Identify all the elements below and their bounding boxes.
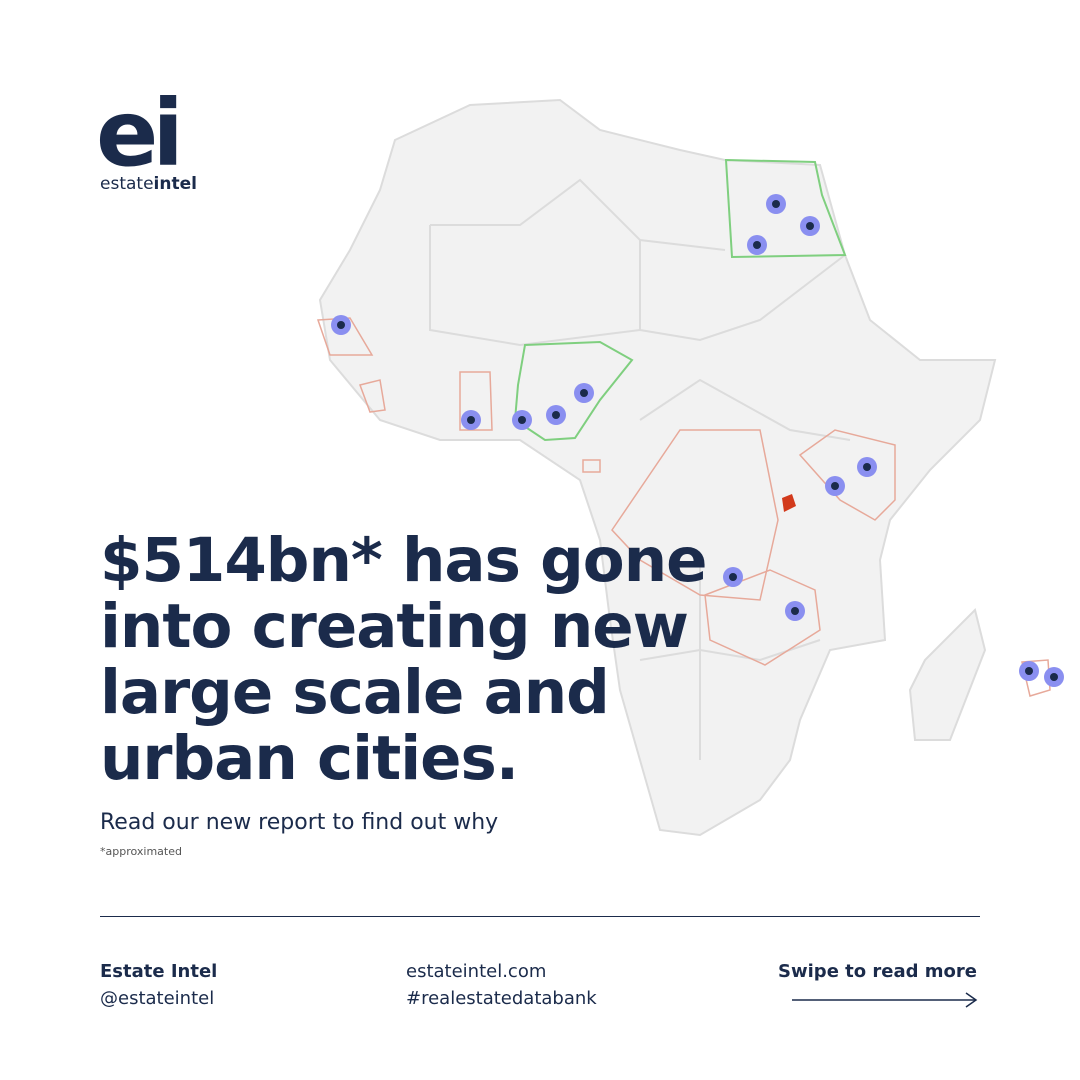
logo-word-bold: intel [153,174,197,194]
country-outline [582,459,601,473]
city-marker-core [753,241,761,249]
country-outline [1021,659,1051,697]
city-marker-core [729,573,737,581]
country-outline [359,379,386,413]
city-marker-core [772,200,780,208]
subtitle: Read our new report to find out why [100,810,499,835]
continent [318,98,997,837]
borders [639,378,851,441]
headline-line: urban cities. [100,723,519,794]
borders [429,225,641,347]
country-outline [704,569,821,666]
city-marker-core [1025,667,1033,675]
footer-brand: Estate Intel @estateintel [100,958,217,1012]
headline-line: into creating new [100,591,689,662]
country-outline [798,429,896,521]
headline-line: $514bn* has gone [100,525,708,596]
madagascar [908,608,987,741]
city-marker-core [552,411,560,419]
brand-handle[interactable]: @estateintel [100,988,215,1009]
city-marker-core [1050,673,1058,681]
footnote: *approximated [100,845,182,858]
city-marker-core [863,463,871,471]
rwanda [782,494,796,512]
logo-wordmark: estateintel [100,176,197,193]
country-outline [459,371,493,431]
divider [100,916,980,917]
city-marker-core [518,416,526,424]
headline-line: large scale and [100,657,610,728]
swipe-arrow [792,992,978,1008]
headline: $514bn* has gone into creating new large s… [100,525,708,794]
city-marker-core [580,389,588,397]
city-marker-core [337,321,345,329]
logo-word-light: estate [100,174,154,194]
borders [639,240,846,342]
borders [430,178,726,251]
city-marker-core [831,482,839,490]
website[interactable]: estateintel.com [406,961,547,982]
nigeria-outline [513,340,634,442]
hashtag[interactable]: #realestatedatabank [406,988,597,1009]
country-outline [611,429,779,601]
egypt-outline [724,158,847,259]
brand-name: Estate Intel [100,961,218,982]
swipe-cta[interactable]: Swipe to read more [778,961,977,982]
footer-links: estateintel.com #realestatedatabank [406,958,597,1012]
logo-mark: ei [96,80,184,187]
city-marker-core [791,607,799,615]
borders [639,639,821,662]
city-marker-core [806,222,814,230]
city-marker-core [467,416,475,424]
city-markers [331,194,1064,687]
